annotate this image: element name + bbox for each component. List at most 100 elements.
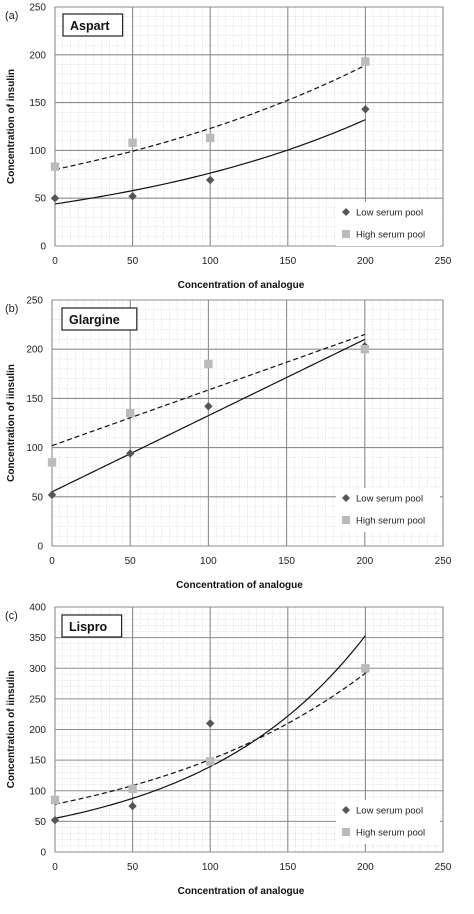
y-tick-label: 400 bbox=[29, 603, 46, 614]
data-point-high-serum-pool bbox=[50, 795, 60, 805]
y-tick-label: 0 bbox=[40, 848, 46, 859]
y-axis-label: Concentration of iinsulin bbox=[6, 364, 17, 482]
legend-label: High serum pool bbox=[356, 828, 425, 839]
x-tick-label: 50 bbox=[127, 862, 139, 873]
y-tick-label: 200 bbox=[26, 345, 43, 356]
panel-label: (c) bbox=[5, 610, 18, 622]
y-tick-label: 0 bbox=[40, 242, 46, 253]
data-point-high-serum-pool bbox=[128, 784, 137, 794]
legend: Low serum pool High serum pool bbox=[336, 202, 440, 246]
x-tick-label: 150 bbox=[279, 256, 296, 267]
legend-label: Low serum pool bbox=[356, 208, 423, 219]
x-tick-label: 50 bbox=[127, 256, 139, 267]
data-point-high-serum-pool bbox=[50, 162, 60, 171]
chart-title: Aspart bbox=[70, 19, 110, 33]
chart-title-box: Aspart bbox=[62, 13, 124, 37]
chart-title-frame bbox=[62, 13, 124, 37]
y-tick-label: 50 bbox=[32, 492, 44, 503]
y-tick-label: 150 bbox=[29, 756, 46, 767]
y-tick-label: 100 bbox=[29, 146, 46, 157]
trendline-high-serum-pool bbox=[54, 64, 366, 171]
legend: Low serum pool High serum pool bbox=[336, 800, 440, 844]
x-tick-label: 0 bbox=[49, 556, 55, 567]
chart-panel-1: 0 50 100 150 200 250 0 50 100 150 200 250 Concentrat… bbox=[5, 3, 452, 292]
x-tick-label: 250 bbox=[435, 556, 452, 567]
y-tick-label: 50 bbox=[35, 194, 47, 205]
trendline-low-serum-pool bbox=[54, 635, 366, 819]
data-point-high-serum-pool bbox=[126, 408, 135, 418]
x-tick-label: 100 bbox=[202, 256, 219, 267]
chart-title-box: Glargine bbox=[61, 307, 138, 331]
legend-marker-square bbox=[342, 230, 350, 238]
data-point-high-serum-pool bbox=[206, 133, 215, 143]
data-point-low-serum-pool bbox=[361, 105, 370, 114]
y-tick-label: 150 bbox=[29, 98, 46, 109]
x-tick-label: 200 bbox=[357, 862, 374, 873]
data-point-high-serum-pool bbox=[204, 359, 213, 369]
chart-title: Lispro bbox=[69, 620, 108, 634]
data-point-low-serum-pool bbox=[128, 801, 137, 811]
chart-panel-2: 0 50 100 150 200 250 0 50 100 150 200 250 Concentrat… bbox=[5, 296, 452, 592]
data-point-low-serum-pool bbox=[206, 175, 215, 185]
trendline-high-serum-pool bbox=[51, 333, 366, 447]
legend-label: High serum pool bbox=[356, 516, 425, 527]
legend-marker-diamond bbox=[342, 806, 350, 814]
legend-label: Low serum pool bbox=[356, 494, 423, 505]
x-tick-label: 150 bbox=[279, 862, 296, 873]
plot-frame bbox=[51, 299, 444, 547]
y-axis-label: Concentration of iinsulin bbox=[6, 671, 17, 789]
legend-marker-diamond bbox=[342, 494, 350, 502]
data-point-high-serum-pool bbox=[47, 458, 57, 467]
x-tick-label: 0 bbox=[52, 256, 58, 267]
data-point-low-serum-pool bbox=[126, 449, 135, 458]
data-point-low-serum-pool bbox=[128, 192, 137, 201]
data-point-low-serum-pool bbox=[50, 815, 60, 825]
y-tick-label: 150 bbox=[26, 394, 43, 405]
y-tick-label: 250 bbox=[26, 296, 43, 307]
chart-title-box: Lispro bbox=[61, 614, 123, 638]
y-tick-label: 0 bbox=[37, 542, 43, 553]
x-tick-label: 250 bbox=[435, 256, 452, 267]
panel-label: (b) bbox=[5, 303, 18, 315]
data-point-low-serum-pool bbox=[47, 490, 57, 500]
legend-marker-square bbox=[342, 516, 350, 524]
legend-label: High serum pool bbox=[356, 230, 425, 241]
panel-label: (a) bbox=[5, 10, 18, 22]
data-point-low-serum-pool bbox=[204, 402, 213, 411]
y-tick-label: 250 bbox=[29, 694, 46, 705]
x-axis-label: Concentration of analogue bbox=[176, 580, 303, 591]
y-tick-label: 50 bbox=[35, 817, 47, 828]
data-point-low-serum-pool bbox=[50, 194, 60, 203]
y-tick-label: 300 bbox=[29, 664, 46, 675]
x-tick-label: 150 bbox=[278, 556, 295, 567]
data-point-high-serum-pool bbox=[361, 664, 370, 673]
legend-background bbox=[336, 488, 440, 532]
y-tick-label: 100 bbox=[26, 443, 43, 454]
trendline-low-serum-pool bbox=[54, 119, 366, 205]
trendline-low-serum-pool bbox=[51, 338, 366, 493]
y-tick-label: 350 bbox=[29, 633, 46, 644]
x-tick-label: 200 bbox=[357, 256, 374, 267]
data-point-high-serum-pool bbox=[206, 757, 215, 766]
data-point-high-serum-pool bbox=[360, 345, 369, 354]
legend-marker-square bbox=[342, 828, 350, 836]
legend-label: Low serum pool bbox=[356, 806, 423, 817]
y-tick-label: 100 bbox=[29, 786, 46, 797]
x-tick-label: 50 bbox=[125, 556, 137, 567]
data-point-high-serum-pool bbox=[128, 138, 137, 147]
chart-title-frame bbox=[61, 614, 123, 638]
x-tick-label: 250 bbox=[435, 862, 452, 873]
chart-title: Glargine bbox=[69, 313, 120, 327]
x-axis-label: Concentration of analogue bbox=[178, 280, 305, 291]
x-tick-label: 100 bbox=[202, 862, 219, 873]
legend: Low serum pool High serum pool bbox=[336, 488, 440, 532]
x-tick-label: 100 bbox=[200, 556, 217, 567]
legend-background bbox=[336, 202, 440, 246]
x-tick-label: 0 bbox=[52, 862, 58, 873]
y-axis-label: Concentration of insulin bbox=[6, 69, 17, 184]
y-tick-label: 200 bbox=[29, 50, 46, 61]
plot-frame bbox=[54, 6, 444, 247]
chart-panel-3: 0 50 100 150 200 250 0 50 100 150 200 250 300 350 400 C… bbox=[5, 603, 452, 898]
y-tick-label: 200 bbox=[29, 725, 46, 736]
